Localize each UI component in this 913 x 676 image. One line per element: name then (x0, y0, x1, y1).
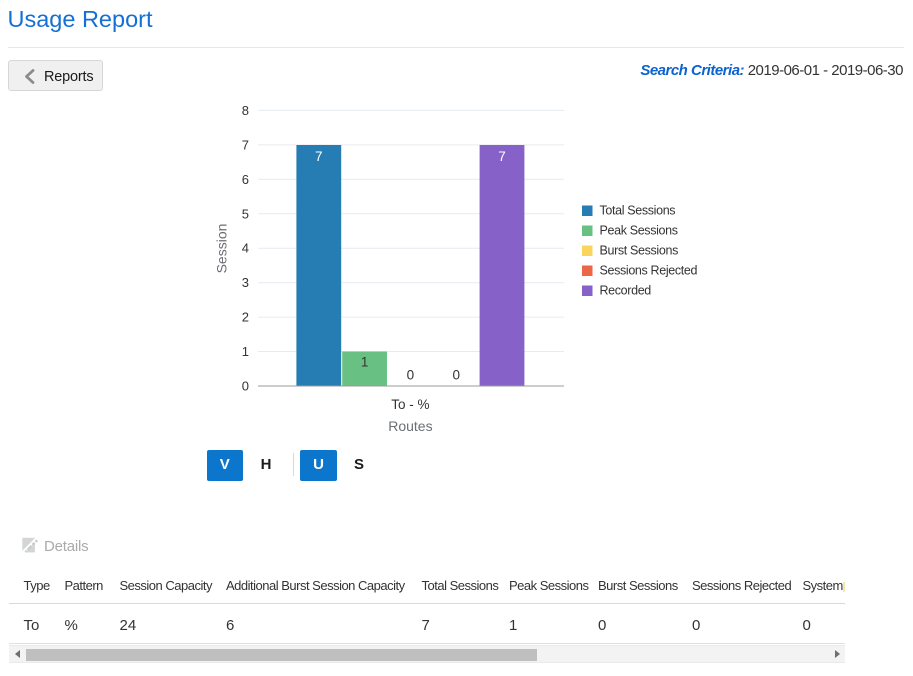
svg-text:1: 1 (361, 355, 369, 370)
svg-text:Peak Sessions: Peak Sessions (600, 224, 678, 238)
svg-text:3: 3 (242, 275, 249, 290)
svg-text:Session: Session (214, 224, 230, 274)
svg-text:Burst Sessions: Burst Sessions (600, 244, 679, 258)
svg-text:7: 7 (242, 137, 249, 152)
svg-text:7: 7 (315, 149, 323, 164)
svg-text:0: 0 (452, 368, 460, 383)
svg-text:1: 1 (242, 344, 249, 359)
svg-text:5: 5 (242, 206, 249, 221)
svg-text:8: 8 (242, 103, 249, 118)
svg-text:Routes: Routes (388, 418, 432, 434)
svg-text:0: 0 (407, 368, 415, 383)
svg-text:4: 4 (242, 241, 249, 256)
svg-text:0: 0 (242, 379, 249, 394)
svg-text:Recorded: Recorded (600, 284, 652, 298)
svg-text:6: 6 (242, 172, 249, 187)
svg-text:Total Sessions: Total Sessions (600, 204, 676, 218)
svg-text:Sessions Rejected: Sessions Rejected (600, 264, 698, 278)
svg-text:7: 7 (498, 149, 506, 164)
svg-text:2: 2 (242, 310, 249, 325)
svg-text:To - %: To - % (391, 397, 429, 412)
